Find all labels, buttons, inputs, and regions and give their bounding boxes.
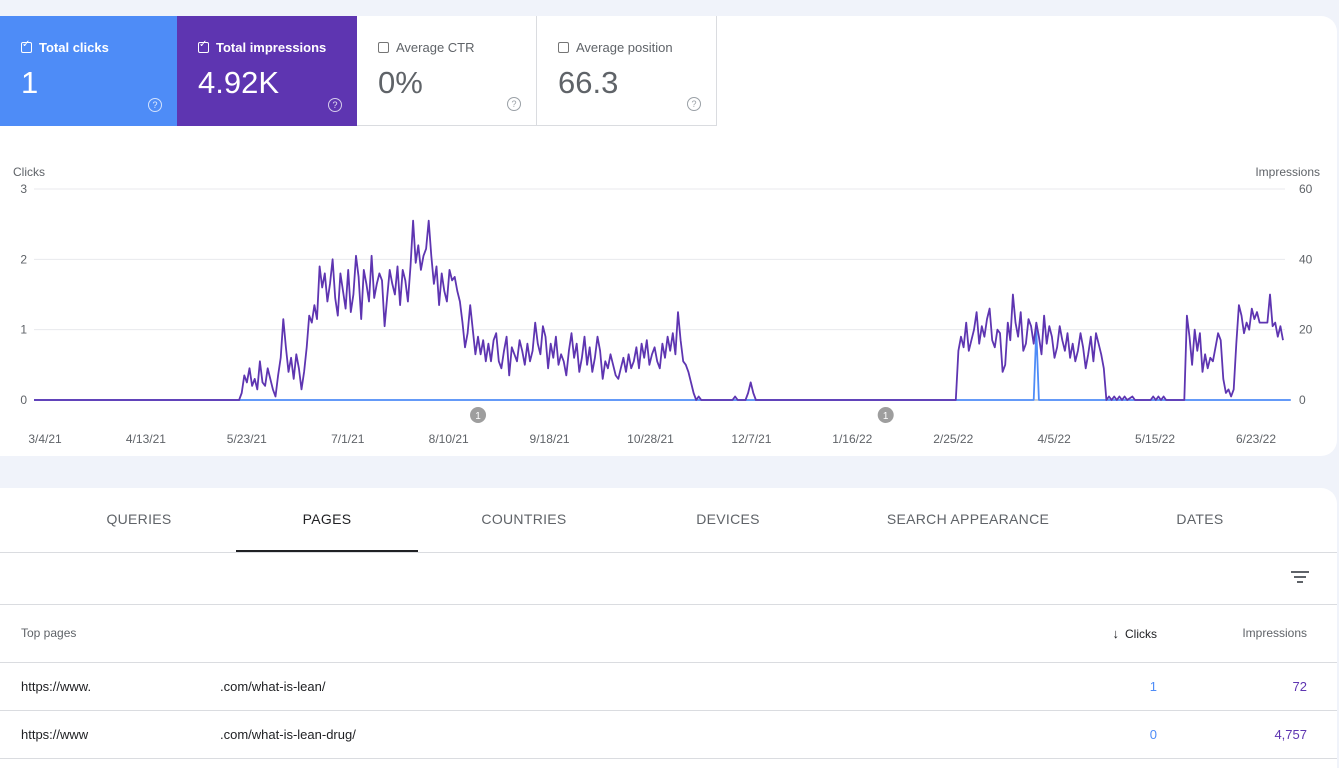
tab-devices[interactable]: DEVICES — [696, 511, 760, 527]
x-tick-label: 5/15/22 — [1135, 432, 1175, 444]
metric-value: 4.92K — [198, 65, 280, 100]
metric-label: Total clicks — [39, 40, 109, 55]
x-tick-label: 12/7/21 — [731, 432, 771, 444]
x-tick-label: 1/16/22 — [832, 432, 872, 444]
series-line-impressions — [34, 219, 1284, 401]
filter-list-icon[interactable] — [1291, 569, 1309, 585]
total-clicks-card[interactable]: ✓ Total clicks 1 ? — [0, 16, 177, 126]
total-impressions-card[interactable]: ✓ Total impressions 4.92K ? — [177, 16, 357, 126]
help-icon[interactable]: ? — [328, 98, 342, 112]
help-icon[interactable]: ? — [148, 98, 162, 112]
x-tick-label: 4/13/21 — [126, 432, 166, 444]
table-header: Top pages ↓ Clicks Impressions — [0, 605, 1337, 663]
table-row[interactable]: https://www. .com/what-is-lean/ 1 72 — [0, 663, 1337, 711]
annotation-marker — [877, 407, 894, 423]
x-tick-label: 10/28/21 — [627, 432, 674, 444]
tab-pages[interactable]: PAGES — [236, 488, 418, 552]
metric-label: Total impressions — [216, 40, 327, 55]
average-position-card[interactable]: Average position 66.3 ? — [537, 16, 717, 126]
tab-search-appearance[interactable]: SEARCH APPEARANCE — [886, 511, 1050, 527]
y-axis-left-title: Clicks — [13, 165, 45, 179]
metric-cards: ✓ Total clicks 1 ? ✓ Total impressions 4… — [0, 16, 717, 126]
x-tick-label: 8/10/21 — [429, 432, 469, 444]
table-toolbar — [0, 553, 1337, 605]
pages-table-card: QUERIES PAGES COUNTRIES DEVICES SEARCH A… — [0, 488, 1337, 768]
annotation-marker — [470, 407, 487, 423]
metric-label: Average CTR — [396, 40, 475, 55]
tab-dates[interactable]: DATES — [1176, 511, 1224, 527]
y-tick-label-left: 0 — [20, 393, 27, 407]
performance-chart-card: ✓ Total clicks 1 ? ✓ Total impressions 4… — [0, 16, 1337, 456]
y-tick-label-right: 0 — [1299, 393, 1306, 407]
column-header-clicks[interactable]: ↓ Clicks — [1113, 626, 1158, 641]
annotation-label: 1 — [475, 411, 481, 422]
row-clicks: 0 — [1149, 727, 1157, 742]
y-tick-label-left: 1 — [20, 323, 27, 337]
metric-label: Average position — [576, 40, 673, 55]
y-tick-label-right: 20 — [1299, 323, 1313, 337]
total-clicks-checkbox[interactable]: ✓ — [21, 39, 32, 53]
average-ctr-card[interactable]: Average CTR 0% ? — [357, 16, 537, 126]
performance-line-chart[interactable]: Clicks Impressions 3 2 1 0 60 40 20 0 3/4/21 4/13/2… — [0, 144, 1337, 444]
y-tick-label-right: 60 — [1299, 182, 1313, 196]
x-tick-label: 4/5/22 — [1037, 432, 1071, 444]
annotation-label: 1 — [883, 411, 889, 422]
arrow-down-icon: ↓ — [1112, 626, 1120, 641]
x-tick-label: 3/4/21 — [28, 432, 62, 444]
page-url-start: https://www. — [21, 679, 92, 694]
page-url-end: .com/what-is-lean/ — [220, 679, 326, 694]
table-row[interactable]: https://www .com/what-is-lean-drug/ 0 4,… — [0, 711, 1337, 759]
tab-countries[interactable]: COUNTRIES — [481, 511, 567, 527]
check-icon: ✓ — [22, 39, 31, 50]
row-impressions: 72 — [1292, 679, 1307, 694]
tab-queries[interactable]: QUERIES — [106, 511, 172, 527]
y-axis-right-title: Impressions — [1255, 165, 1320, 179]
row-impressions: 4,757 — [1274, 727, 1307, 742]
y-tick-label-left: 3 — [20, 182, 27, 196]
average-ctr-checkbox[interactable] — [378, 42, 389, 53]
x-tick-label: 9/18/21 — [530, 432, 570, 444]
x-tick-label: 2/25/22 — [933, 432, 973, 444]
total-impressions-checkbox[interactable]: ✓ — [198, 39, 209, 53]
metric-value: 66.3 — [558, 65, 619, 100]
y-tick-label-right: 40 — [1299, 252, 1313, 266]
dimension-tabs: QUERIES PAGES COUNTRIES DEVICES SEARCH A… — [0, 488, 1337, 553]
metric-value: 0% — [378, 65, 423, 100]
column-header-top-pages: Top pages — [21, 626, 77, 640]
column-header-impressions[interactable]: Impressions — [1242, 626, 1307, 640]
x-tick-label: 6/23/22 — [1236, 432, 1276, 444]
page-url-start: https://www — [21, 727, 89, 742]
check-icon: ✓ — [199, 39, 208, 50]
help-icon[interactable]: ? — [687, 97, 701, 111]
metric-value: 1 — [21, 65, 39, 100]
x-tick-label: 5/23/21 — [227, 432, 267, 444]
help-icon[interactable]: ? — [507, 97, 521, 111]
average-position-checkbox[interactable] — [558, 42, 569, 53]
column-header-clicks-label: Clicks — [1125, 626, 1157, 641]
row-clicks: 1 — [1149, 679, 1157, 694]
x-tick-label: 7/1/21 — [331, 432, 365, 444]
page-url-end: .com/what-is-lean-drug/ — [220, 727, 356, 742]
y-tick-label-left: 2 — [20, 252, 27, 266]
